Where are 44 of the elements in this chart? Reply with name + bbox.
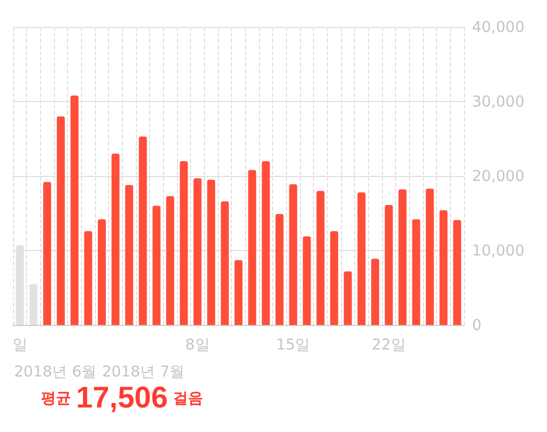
x-tick-label: 일: [12, 336, 28, 354]
bar: [302, 236, 311, 325]
bar: [98, 219, 106, 325]
bar: [289, 184, 298, 325]
x-tick-label: 8일: [185, 336, 210, 354]
bar: [371, 258, 380, 325]
bar: [234, 260, 242, 325]
bar: [344, 271, 352, 325]
bar: [152, 206, 160, 325]
bar: [180, 161, 188, 325]
y-tick-label: 0: [472, 316, 482, 334]
bar: [262, 161, 270, 325]
y-tick-label: 30,000: [472, 92, 524, 110]
bar: [453, 220, 462, 325]
bar: [276, 214, 284, 325]
bar: [138, 136, 147, 325]
x-tick-label: 22일: [372, 336, 406, 354]
y-tick-label: 20,000: [472, 167, 524, 185]
bar: [84, 231, 92, 325]
y-tick-label: 40,000: [472, 18, 524, 36]
text: 2018년 6월: [14, 362, 96, 380]
y-tick-label: 10,000: [472, 242, 524, 260]
text: 평균 17,506 걸음: [41, 382, 203, 414]
text: 2018년 7월: [102, 362, 184, 380]
bar: [166, 196, 174, 325]
bar: [56, 116, 65, 325]
bar: [248, 170, 256, 325]
bar: [70, 96, 78, 325]
bar: [440, 210, 448, 325]
bar: [125, 184, 134, 325]
bar: [358, 192, 366, 325]
bar: [30, 284, 38, 325]
bar: [316, 190, 324, 325]
bar: [43, 182, 52, 325]
bar: [112, 154, 120, 325]
bar: [426, 188, 434, 325]
bar: [384, 205, 393, 325]
bar: [398, 189, 406, 325]
bar: [412, 219, 420, 325]
bar: [194, 178, 202, 325]
bar: [330, 231, 338, 325]
x-tick-label: 15일: [276, 336, 310, 354]
bar: [220, 201, 229, 325]
bar: [207, 180, 216, 325]
